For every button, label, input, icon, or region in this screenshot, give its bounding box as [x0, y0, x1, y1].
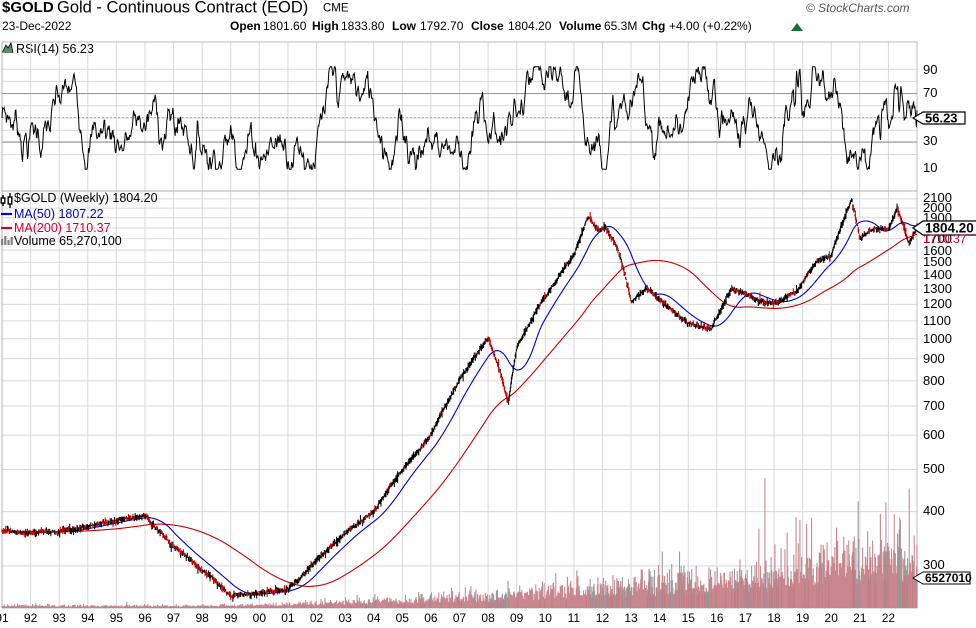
svg-text:1804.20: 1804.20 [508, 19, 552, 33]
svg-text:+4.00 (+0.22%): +4.00 (+0.22%) [669, 19, 752, 33]
svg-text:07: 07 [453, 611, 467, 625]
svg-text:Volume 65,270,100: Volume 65,270,100 [14, 234, 122, 248]
svg-text:1710.37: 1710.37 [923, 232, 967, 246]
svg-text:300: 300 [923, 557, 945, 572]
svg-text:Close: Close [471, 19, 504, 33]
svg-text:04: 04 [367, 611, 381, 625]
svg-text:02: 02 [310, 611, 324, 625]
svg-text:96: 96 [138, 611, 152, 625]
svg-text:1200: 1200 [923, 296, 952, 311]
svg-text:92: 92 [24, 611, 38, 625]
svg-text:12: 12 [596, 611, 610, 625]
svg-text:90: 90 [923, 62, 937, 77]
svg-text:High: High [312, 19, 339, 33]
svg-text:1801.60: 1801.60 [263, 19, 307, 33]
svg-text:93: 93 [53, 611, 67, 625]
svg-text:16: 16 [710, 611, 724, 625]
svg-text:800: 800 [923, 373, 945, 388]
svg-text:RSI(14) 56.23: RSI(14) 56.23 [16, 42, 94, 56]
svg-text:400: 400 [923, 503, 945, 518]
svg-text:22: 22 [882, 611, 896, 625]
svg-text:65.3M: 65.3M [604, 19, 637, 33]
svg-text:1000: 1000 [923, 331, 952, 346]
svg-text:500: 500 [923, 461, 945, 476]
svg-text:15: 15 [682, 611, 696, 625]
svg-text:97: 97 [167, 611, 181, 625]
svg-text:99: 99 [224, 611, 238, 625]
svg-text:17: 17 [739, 611, 753, 625]
svg-text:Open: Open [230, 19, 261, 33]
svg-text:Volume: Volume [559, 19, 602, 33]
svg-text:14: 14 [653, 611, 667, 625]
svg-text:MA(200) 1710.37: MA(200) 1710.37 [14, 221, 111, 235]
svg-text:09: 09 [510, 611, 524, 625]
svg-text:13: 13 [624, 611, 638, 625]
svg-text:00: 00 [253, 611, 267, 625]
svg-text:98: 98 [195, 611, 209, 625]
svg-text:Gold - Continuous Contract (EO: Gold - Continuous Contract (EOD) [57, 0, 308, 17]
svg-text:600: 600 [923, 427, 945, 442]
svg-text:Chg: Chg [642, 19, 665, 33]
svg-text:19: 19 [796, 611, 810, 625]
svg-text:94: 94 [81, 611, 95, 625]
svg-text:56.23: 56.23 [925, 111, 958, 126]
svg-text:1100: 1100 [923, 313, 951, 328]
svg-text:700: 700 [923, 398, 945, 413]
svg-text:10: 10 [539, 611, 553, 625]
svg-text:CME: CME [323, 3, 349, 15]
svg-text:23-Dec-2022: 23-Dec-2022 [2, 19, 72, 33]
svg-text:900: 900 [923, 351, 945, 366]
svg-text:11: 11 [568, 611, 581, 625]
svg-text:01: 01 [281, 611, 295, 625]
svg-text:$GOLD (Weekly) 1804.20: $GOLD (Weekly) 1804.20 [14, 191, 158, 205]
svg-text:© StockCharts.com: © StockCharts.com [806, 1, 910, 15]
svg-text:Low: Low [392, 19, 417, 33]
svg-text:10: 10 [923, 160, 937, 175]
svg-text:MA(50) 1807.22: MA(50) 1807.22 [14, 207, 104, 221]
svg-text:30: 30 [923, 133, 937, 148]
svg-text:$GOLD: $GOLD [2, 0, 54, 16]
svg-text:1400: 1400 [923, 267, 952, 282]
svg-text:20: 20 [825, 611, 839, 625]
svg-text:1833.80: 1833.80 [341, 19, 385, 33]
svg-text:91: 91 [0, 611, 9, 625]
svg-text:70: 70 [923, 85, 937, 100]
svg-text:6527010: 6527010 [925, 571, 972, 585]
svg-text:08: 08 [481, 611, 495, 625]
svg-text:06: 06 [424, 611, 438, 625]
svg-text:21: 21 [853, 611, 867, 625]
svg-text:18: 18 [767, 611, 781, 625]
svg-text:1300: 1300 [923, 281, 952, 296]
svg-text:03: 03 [338, 611, 352, 625]
svg-text:05: 05 [396, 611, 410, 625]
svg-text:95: 95 [110, 611, 124, 625]
svg-text:1792.70: 1792.70 [420, 19, 464, 33]
